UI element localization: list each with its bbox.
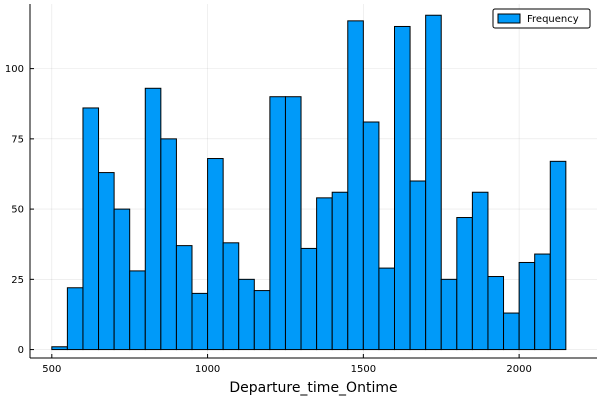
x-tick-label: 1000	[195, 364, 220, 375]
histogram-bar	[207, 158, 224, 351]
histogram-bar	[456, 217, 473, 351]
histogram-bar	[549, 160, 567, 351]
histogram-bar	[425, 14, 442, 351]
histogram-bar	[51, 346, 68, 351]
histogram-bar	[300, 247, 318, 351]
y-tick-label: 100	[5, 64, 24, 75]
x-tick-label: 500	[42, 364, 61, 375]
histogram-bar	[144, 87, 162, 351]
legend-label: Frequency	[527, 14, 579, 25]
histogram-bar	[362, 121, 380, 351]
histogram-bar	[534, 253, 551, 351]
histogram-bar	[440, 278, 458, 351]
histogram-bar	[222, 242, 240, 351]
histogram-bar	[66, 287, 84, 351]
histogram-bar	[409, 180, 427, 351]
histogram-bar	[160, 138, 177, 351]
histogram-bar	[284, 96, 302, 351]
histogram-bar	[378, 267, 395, 351]
histogram-bar	[175, 245, 193, 351]
histogram-bar	[269, 96, 286, 351]
legend: Frequency	[492, 8, 591, 29]
histogram-bar	[518, 261, 536, 351]
histogram-bar	[98, 172, 115, 351]
x-tick-label: 2000	[506, 364, 531, 375]
x-axis-title: Departure_time_Ontime	[229, 380, 397, 396]
y-tick-label: 25	[11, 275, 24, 286]
ticks: 500 1000 1500 2000 0 25 50 75 100	[5, 64, 532, 375]
histogram-bar	[253, 290, 271, 351]
histogram-bar	[394, 25, 411, 351]
histogram-bar	[82, 107, 100, 351]
histogram-bar	[347, 20, 364, 351]
y-tick-label: 50	[11, 205, 24, 216]
histogram-bar	[113, 208, 131, 351]
histogram-bar	[331, 191, 349, 351]
histogram-bar	[191, 292, 209, 351]
legend-swatch	[497, 13, 521, 24]
histogram-bar	[129, 270, 146, 351]
histogram-bar	[316, 197, 333, 351]
histogram-bar	[471, 191, 489, 351]
y-tick-label: 0	[18, 345, 24, 356]
histogram-bar	[238, 278, 255, 351]
x-tick-label: 1500	[351, 364, 376, 375]
y-tick-label: 75	[11, 134, 24, 145]
histogram-bar	[503, 312, 520, 351]
histogram-bar	[487, 276, 505, 351]
axes	[29, 4, 597, 359]
bars	[51, 14, 567, 351]
